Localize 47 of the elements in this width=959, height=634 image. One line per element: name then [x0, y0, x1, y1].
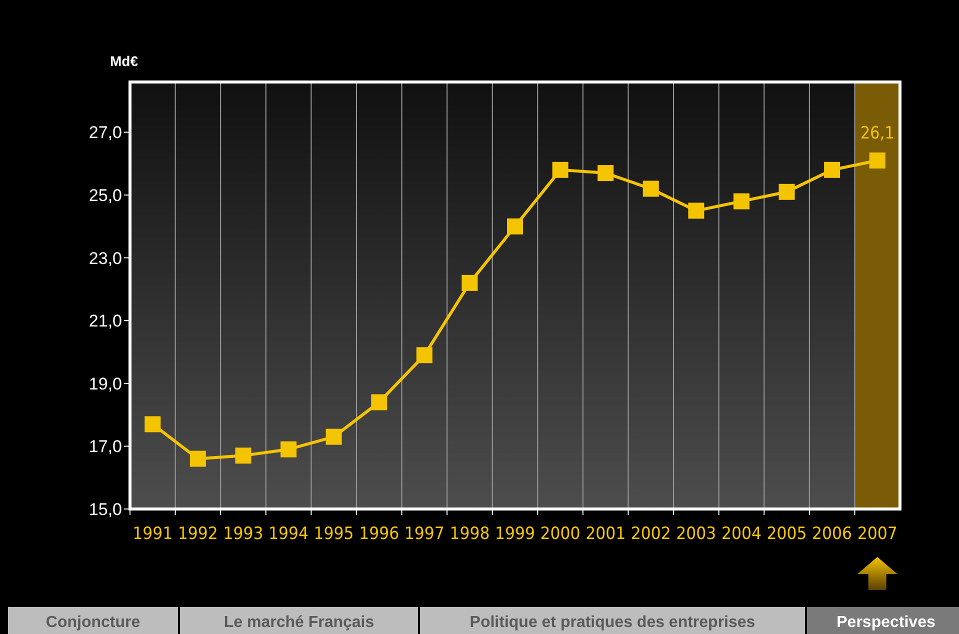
x-tick-label: 2000 [540, 524, 580, 544]
x-tick-label: 1993 [223, 524, 264, 544]
y-tick-label: 15,0 [88, 500, 122, 519]
point [642, 180, 659, 197]
x-tick-label: 2003 [676, 524, 716, 544]
x-tick-label: 2001 [586, 524, 626, 544]
x-tick-label: 2002 [630, 524, 671, 544]
point [778, 184, 795, 200]
x-tick-label: 2006 [812, 524, 852, 544]
y-tick-label: 23,0 [88, 248, 122, 268]
y-tick-label: 17,0 [88, 437, 122, 456]
point [824, 162, 840, 178]
point [688, 202, 704, 219]
y-tick-label: 27,0 [88, 123, 122, 142]
point [869, 152, 886, 168]
point [416, 347, 432, 364]
point [552, 162, 568, 178]
x-tick-label: 2007 [857, 524, 898, 544]
x-tick-label: 2004 [721, 524, 762, 544]
point [280, 441, 297, 458]
point [326, 428, 342, 445]
data-label: 26,1 [860, 123, 894, 144]
x-tick-label: 1994 [268, 524, 309, 544]
point [462, 274, 478, 291]
y-tick-label: 25,0 [88, 186, 122, 206]
x-tick-label: 1998 [450, 524, 490, 544]
text: Le marché Français [224, 614, 374, 631]
y-axis-title: Md€ [110, 53, 138, 69]
text: Politique et pratiques des entreprises [470, 614, 756, 631]
point [235, 448, 252, 464]
x-tick-label: 1997 [404, 524, 444, 544]
point [190, 450, 206, 467]
point [144, 416, 161, 432]
point [507, 218, 523, 234]
y-tick-label: 21,0 [88, 312, 122, 331]
point [598, 165, 614, 182]
x-tick-label: 1996 [359, 524, 400, 544]
x-tick-label: 1991 [132, 524, 173, 544]
x-tick-label: 2005 [766, 524, 807, 544]
x-tick-label: 1995 [314, 524, 354, 544]
point [371, 394, 388, 410]
text: Perspectives [836, 614, 936, 631]
point [733, 193, 750, 210]
x-tick-label: 1992 [178, 524, 218, 544]
x-tick-label: 1999 [495, 524, 535, 544]
text: Conjoncture [46, 614, 140, 631]
y-tick-label: 19,0 [88, 374, 122, 394]
